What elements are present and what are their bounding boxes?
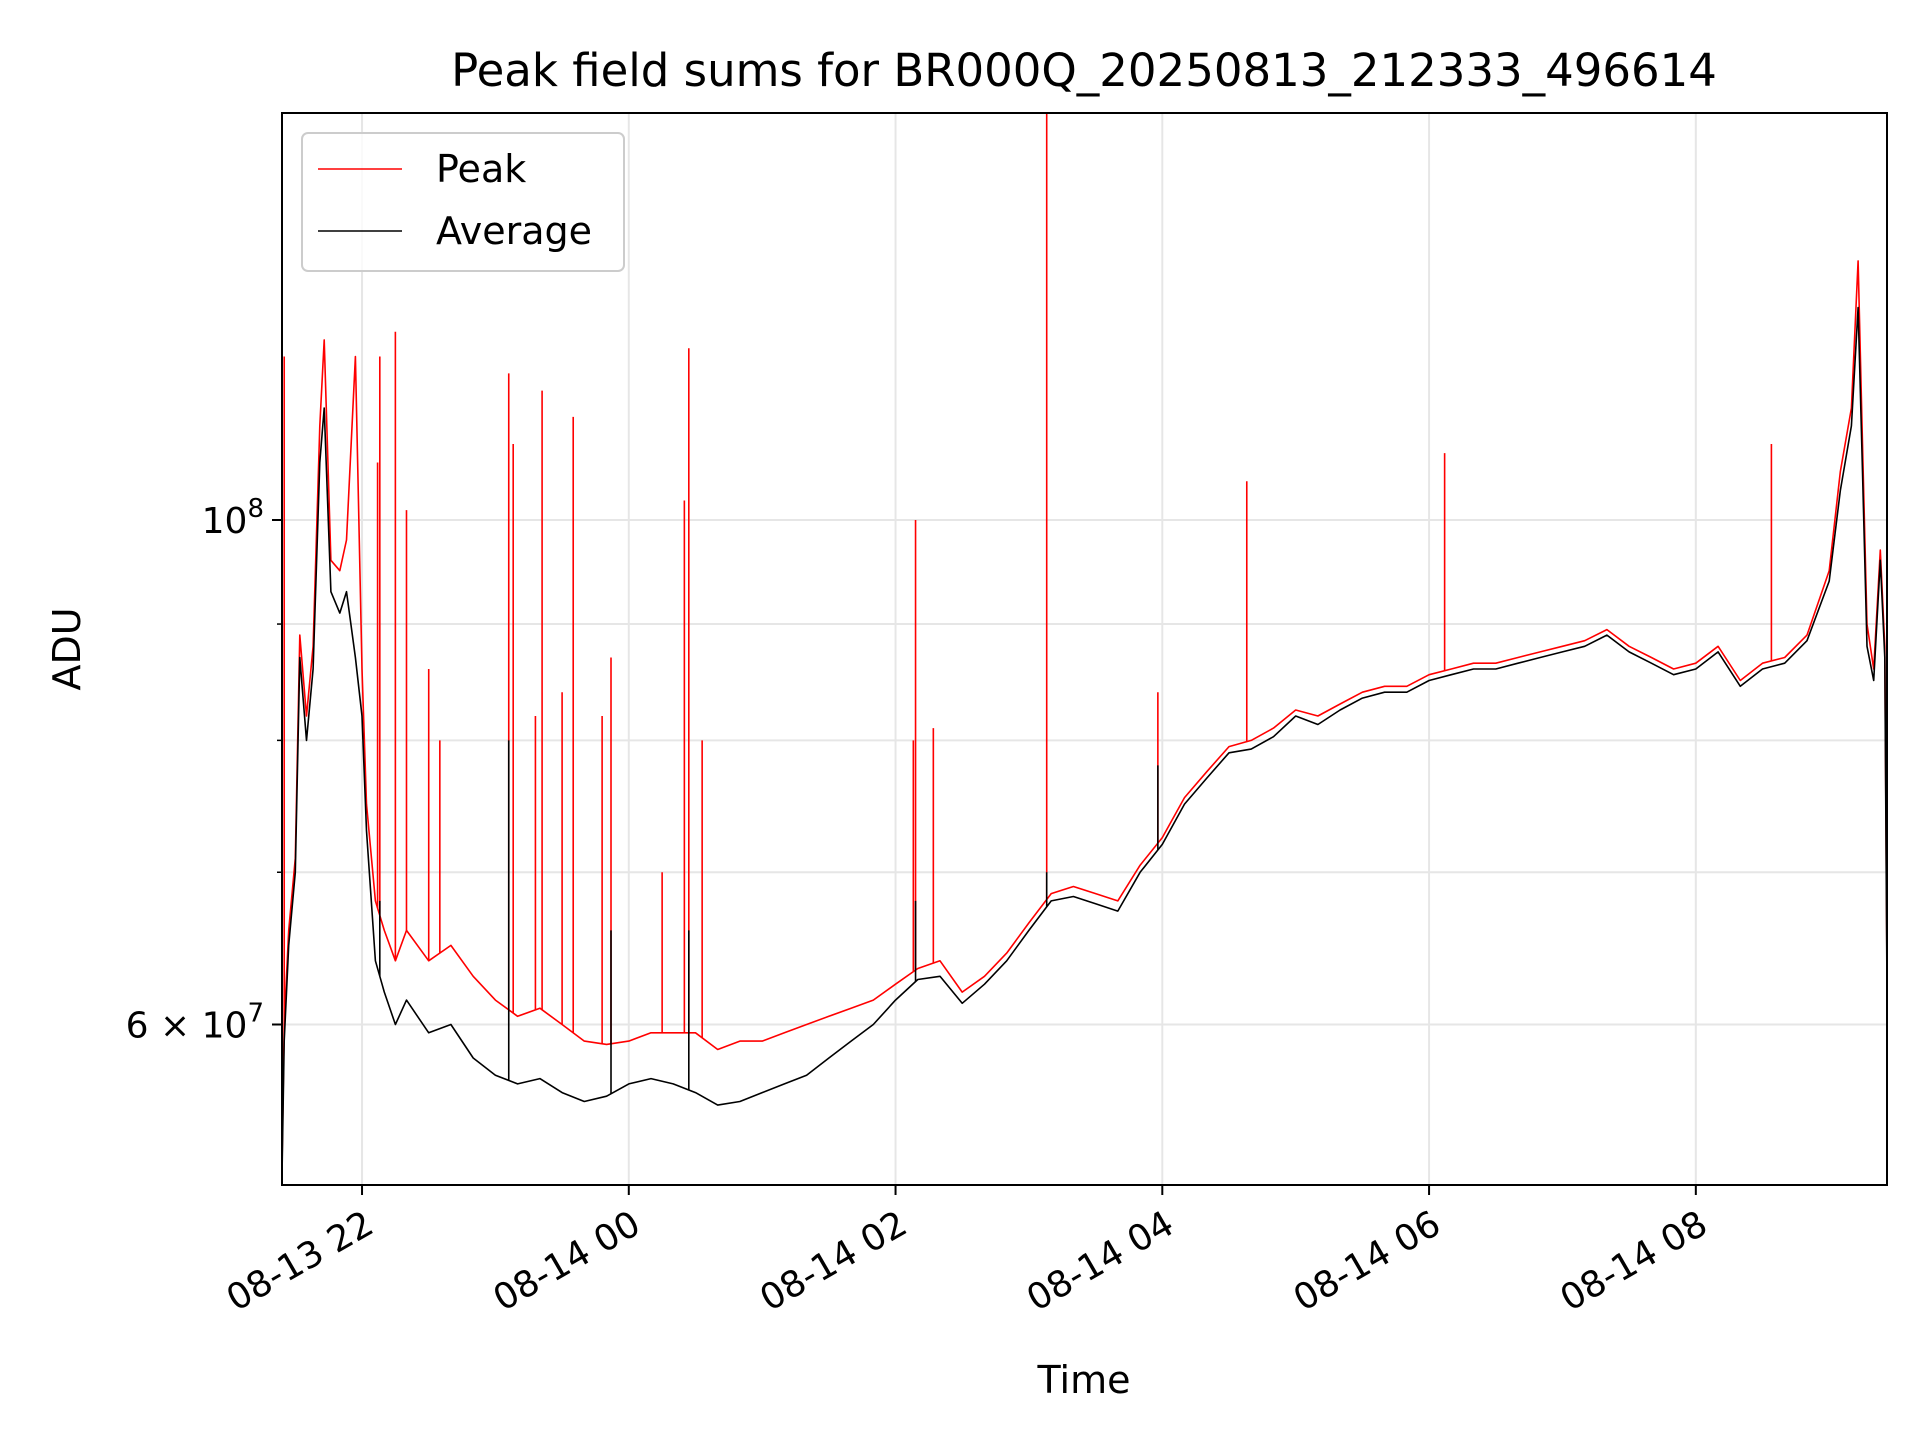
x-axis-label: Time — [1037, 1358, 1131, 1402]
x-tick-label: 08-14 08 — [1554, 1203, 1715, 1319]
x-tick-label: 08-14 06 — [1287, 1203, 1448, 1319]
y-axis-label: ADU — [45, 607, 89, 690]
x-axis: 08-13 22 08-14 00 08-14 02 08-14 04 08-14 06… — [220, 1185, 1714, 1320]
legend-box — [301, 132, 625, 272]
gridlines — [282, 113, 1887, 1185]
series-peak — [282, 113, 1887, 1166]
x-tick-label: 08-14 04 — [1020, 1203, 1181, 1319]
legend-label-average: Average — [436, 209, 592, 253]
series-line-average — [282, 306, 1887, 1176]
series-layer — [282, 113, 1887, 1176]
x-tick-label: 08-13 22 — [220, 1203, 381, 1319]
legend: Peak Average — [301, 132, 625, 272]
x-tick-label: 08-14 02 — [753, 1203, 914, 1319]
series-average — [282, 306, 1887, 1176]
legend-label-peak: Peak — [436, 147, 526, 191]
series-line-peak — [282, 260, 1887, 1166]
x-tick-label: 08-14 00 — [487, 1203, 648, 1319]
y-tick-label: 108 — [202, 494, 264, 542]
y-axis: 108 6 × 107 — [126, 494, 282, 1046]
y-tick-label: 6 × 107 — [126, 998, 264, 1046]
plot-frame — [281, 112, 1888, 1186]
chart-title: Peak field sums for BR000Q_20250813_2123… — [451, 44, 1717, 97]
